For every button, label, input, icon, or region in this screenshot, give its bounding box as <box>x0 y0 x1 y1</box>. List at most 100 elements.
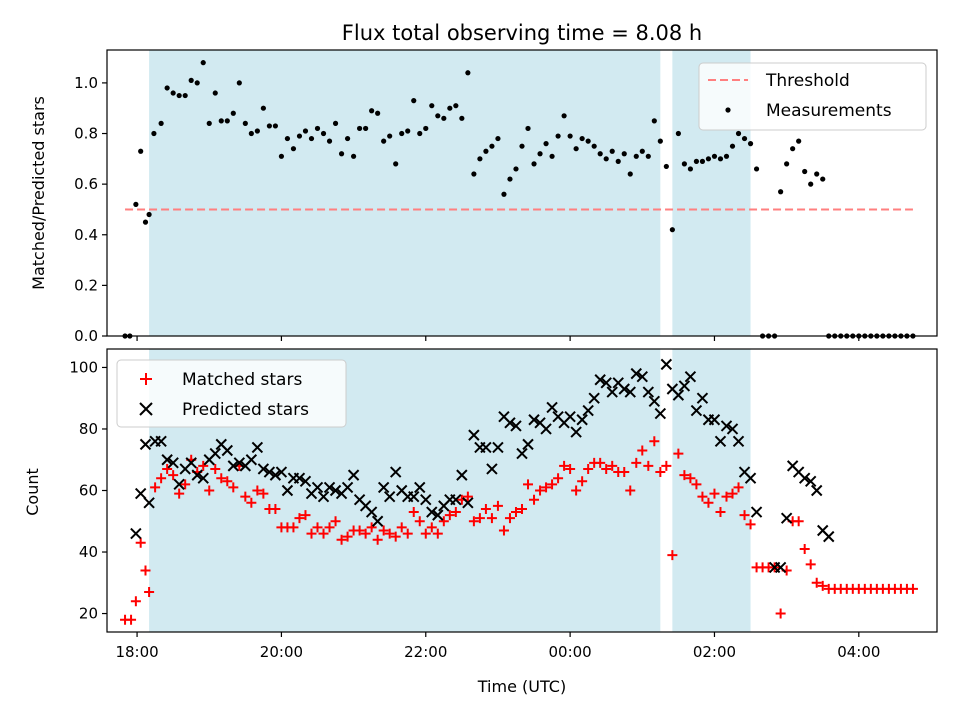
measurement-point <box>381 138 387 144</box>
predicted-stars-point <box>134 487 147 500</box>
measurement-point <box>278 153 285 159</box>
predicted-stars-point <box>450 494 462 506</box>
measurement-point <box>639 148 645 154</box>
measurement-point <box>170 90 176 96</box>
measurement-point <box>723 153 730 159</box>
predicted-stars-point <box>606 386 618 398</box>
measurement-point <box>603 156 609 162</box>
bottom-y-ticks: 20 40 60 80 100 <box>69 358 107 623</box>
measurements-points <box>122 60 916 339</box>
matched-stars-point <box>342 531 353 542</box>
measurement-point <box>230 110 236 116</box>
matched-stars-point <box>330 516 341 527</box>
measurement-point <box>778 189 784 195</box>
measurement-point <box>735 130 742 137</box>
predicted-stars-point <box>209 447 221 460</box>
measurement-point <box>711 153 718 159</box>
matched-stars-point <box>408 507 419 518</box>
bottom-y-tick-label: 20 <box>79 605 98 623</box>
matched-stars-point <box>775 608 786 619</box>
matched-stars-point <box>210 463 221 474</box>
matched-stars-point <box>727 488 738 499</box>
measurement-point <box>657 138 663 144</box>
matched-stars-point <box>691 479 702 490</box>
measurement-point <box>399 130 405 137</box>
measurement-point <box>453 103 459 109</box>
measurement-point <box>465 70 471 76</box>
predicted-stars-point <box>732 435 745 447</box>
matched-stars-point <box>805 559 816 570</box>
measurement-point <box>585 138 591 144</box>
matched-stars-point <box>625 485 636 496</box>
measurement-point <box>375 110 381 116</box>
matched-stars-point <box>523 479 534 490</box>
predicted-stars-point <box>726 423 739 435</box>
matched-stars-point <box>480 503 491 514</box>
predicted-stars-point <box>486 463 498 475</box>
measurement-point <box>212 90 218 96</box>
measurement-point <box>314 125 321 132</box>
matched-stars-point <box>126 614 137 625</box>
predicted-stars-point <box>516 447 528 460</box>
measurement-point <box>218 118 224 124</box>
measurement-point <box>790 146 796 152</box>
predicted-stars-point <box>197 472 209 484</box>
matched-stars-point <box>135 537 146 548</box>
bottom-x-tick-label: 18:00 <box>115 643 158 661</box>
legend-measurements-swatch <box>725 107 731 113</box>
measurement-point <box>133 201 139 207</box>
predicted-stars-point <box>311 481 324 494</box>
measurement-point <box>435 113 441 119</box>
measurement-point <box>531 161 537 167</box>
matched-stars-point <box>198 460 209 471</box>
measurement-point <box>802 168 808 175</box>
predicted-stars-point <box>774 561 787 574</box>
measurement-point <box>405 128 411 134</box>
predicted-stars-point <box>504 417 516 429</box>
matched-stars-point <box>130 596 141 607</box>
measurement-point <box>729 143 736 149</box>
matched-stars-point <box>140 565 151 576</box>
matched-stars-point <box>685 473 696 484</box>
matched-stars-point <box>444 510 455 521</box>
matched-stars-point <box>486 513 497 524</box>
bottom-y-axis-label: Count <box>23 468 42 516</box>
measurement-point <box>302 128 309 134</box>
matched-stars-point <box>577 476 588 487</box>
measurement-point <box>489 143 495 149</box>
matched-stars-point <box>697 491 708 502</box>
predicted-stars-point <box>528 414 540 426</box>
predicted-stars-point <box>540 423 552 435</box>
measurement-point <box>200 60 206 66</box>
predicted-stars-point <box>564 410 576 423</box>
predicted-stars-points <box>130 358 835 574</box>
matched-stars-point <box>529 494 540 505</box>
matched-stars-point <box>396 522 407 533</box>
matched-stars-point <box>156 473 167 484</box>
predicted-stars-point <box>546 401 558 414</box>
measurement-point <box>537 151 543 157</box>
measurement-point <box>224 118 230 124</box>
matched-stars-point <box>312 522 323 533</box>
measurement-point <box>501 191 507 197</box>
matched-stars-point <box>462 491 473 502</box>
bottom-x-tick-label: 00:00 <box>548 643 591 661</box>
matched-stars-point <box>498 525 509 536</box>
predicted-stars-point <box>480 441 492 454</box>
measurement-point <box>645 153 651 159</box>
predicted-stars-point <box>636 370 648 383</box>
predicted-stars-point <box>510 420 522 432</box>
measurement-point <box>579 135 585 142</box>
measurement-point <box>669 227 675 233</box>
bottom-y-tick-label: 40 <box>79 543 98 561</box>
matched-stars-point <box>168 470 179 481</box>
predicted-stars-point <box>690 404 703 417</box>
measurement-point <box>326 138 333 144</box>
bottom-legend-box <box>116 359 347 428</box>
predicted-stars-point <box>341 481 354 494</box>
matched-stars-point <box>390 531 401 542</box>
measurement-point <box>254 128 260 134</box>
matched-stars-point <box>306 528 317 539</box>
matched-stars-point <box>583 463 594 474</box>
